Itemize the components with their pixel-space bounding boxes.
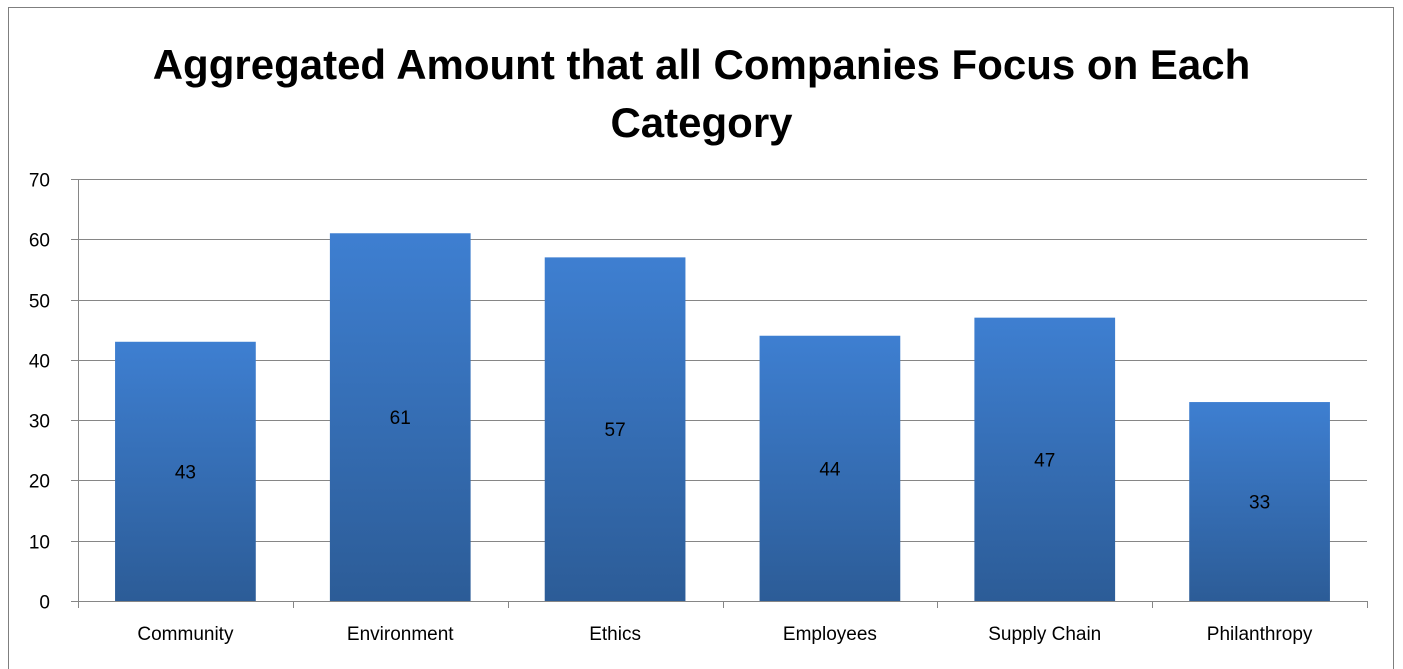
chart-title-line-1: Aggregated Amount that all Companies Foc… [152,41,1251,88]
labels: 0 10 20 30 40 50 60 70 43 Community 61 Environment 5… [29,171,1313,646]
x-tick-label: Supply Chain [988,624,1101,645]
data-label: 57 [605,420,626,441]
x-tick-label: Ethics [589,624,641,645]
bar-employees [759,335,901,601]
data-label: 61 [390,408,411,429]
x-tick-label: Environment [347,624,454,645]
data-label: 43 [175,462,196,483]
bar-philanthropy [1189,402,1330,601]
y-tick-label: 70 [29,171,50,192]
bars [115,233,1330,601]
x-tick-label: Community [137,624,234,645]
bar-environment [329,233,471,601]
y-tick-label: 0 [39,593,50,614]
chart-title-line-2: Category [610,99,793,146]
y-tick-label: 50 [29,292,50,313]
y-tick-label: 40 [29,352,50,373]
data-label: 44 [819,459,841,480]
x-tick-label: Employees [783,624,877,645]
bar-supply-chain [974,317,1116,601]
y-tick-label: 60 [29,231,50,252]
bar-ethics [544,257,686,601]
data-label: 47 [1034,450,1055,471]
x-tick-label: Philanthropy [1207,624,1313,645]
chart-title: Aggregated Amount that all Companies Foc… [0,36,1403,152]
bar-community [115,341,256,601]
y-tick-label: 30 [29,412,50,433]
data-label: 33 [1249,493,1270,514]
gridlines [78,179,1367,542]
y-tick-label: 10 [29,533,50,554]
y-tick-label: 20 [29,472,50,493]
axes [71,179,1368,608]
